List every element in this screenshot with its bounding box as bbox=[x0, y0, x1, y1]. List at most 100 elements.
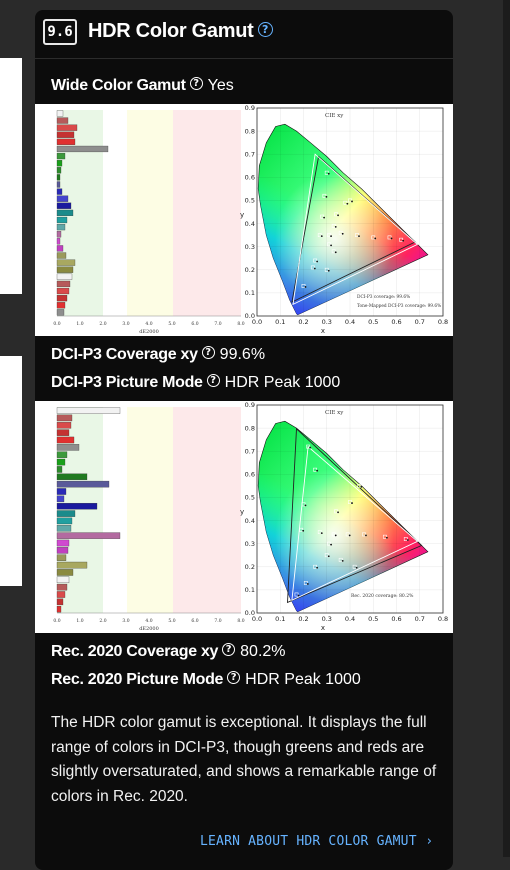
cie-x-tick: 0.3 bbox=[322, 318, 332, 326]
wide-color-gamut-row: Wide Color Gamut? Yes bbox=[51, 77, 234, 95]
rec-2020-picture-mode-value: HDR Peak 1000 bbox=[245, 671, 361, 688]
section-title: HDR Color Gamut? bbox=[88, 20, 273, 43]
background-panel-left bbox=[0, 356, 22, 586]
dci-p3-picture-mode-row: DCI-P3 Picture Mode? HDR Peak 1000 bbox=[51, 374, 340, 392]
dci-p3-picture-mode-value: HDR Peak 1000 bbox=[224, 374, 341, 391]
delta-e-tick: 5.0 bbox=[168, 321, 175, 327]
cie-y-tick: 0.5 bbox=[245, 494, 255, 502]
delta-e-tick: 0.0 bbox=[53, 618, 60, 624]
delta-e-tick: 2.0 bbox=[99, 618, 106, 624]
delta-e-bar-chart: 0.0 1.0 2.0 3.0 4.0 5.0 6.0 7.0 8.0 dE2000 bbox=[53, 110, 245, 335]
dci-p3-coverage-label: DCI-P3 Coverage xy bbox=[51, 346, 198, 363]
cie-x-label: x bbox=[321, 327, 325, 335]
rec-2020-gamut-chart[interactable]: 0.0 1.0 2.0 3.0 4.0 5.0 6.0 7.0 8.0 dE2000 0.0 0.… bbox=[35, 401, 453, 633]
cie-y-tick: 0.9 bbox=[245, 401, 255, 409]
legend-line-2: Tone-Mapped DCI-P3 coverage: 99.6% bbox=[357, 304, 441, 309]
cie-x-tick: 0.7 bbox=[415, 318, 425, 326]
cie-x-tick: 0.4 bbox=[345, 318, 355, 326]
section-title-text: HDR Color Gamut bbox=[88, 20, 254, 42]
help-circle-icon[interactable]: ? bbox=[206, 374, 220, 388]
delta-e-tick: 3.0 bbox=[122, 321, 129, 327]
cie-y-tick: 0.7 bbox=[245, 447, 255, 455]
dci-p3-coverage-value: 99.6% bbox=[219, 346, 266, 363]
delta-e-tick: 2.0 bbox=[99, 321, 106, 327]
cie-y-tick: 0.4 bbox=[245, 517, 255, 525]
delta-e-tick: 4.0 bbox=[145, 321, 152, 327]
cie-y-tick: 0.7 bbox=[245, 150, 255, 158]
hdr-color-gamut-card: 9.6 HDR Color Gamut? Wide Color Gamut? Ye… bbox=[35, 10, 453, 870]
help-circle-icon[interactable]: ? bbox=[201, 346, 215, 360]
dci-p3-picture-mode-label: DCI-P3 Picture Mode bbox=[51, 374, 203, 391]
delta-e-tick: 1.0 bbox=[76, 618, 83, 624]
cie-x-tick: 0.0 bbox=[252, 615, 262, 623]
cie-x-tick: 0.2 bbox=[298, 615, 308, 623]
cie-y-label: y bbox=[240, 211, 244, 219]
rec-2020-coverage-row: Rec. 2020 Coverage xy? 80.2% bbox=[51, 643, 286, 661]
cie-x-tick: 0.5 bbox=[368, 615, 378, 623]
delta-e-tick: 4.0 bbox=[145, 618, 152, 624]
delta-e-axis-label: dE2000 bbox=[139, 329, 159, 335]
help-circle-icon[interactable]: ? bbox=[222, 643, 236, 657]
cie-y-tick: 0.1 bbox=[245, 289, 255, 297]
cie-y-tick: 0.0 bbox=[245, 609, 255, 617]
wide-color-gamut-value: Yes bbox=[207, 77, 234, 94]
delta-e-tick: 8.0 bbox=[237, 618, 244, 624]
learn-link-label: LEARN ABOUT HDR COLOR GAMUT bbox=[200, 834, 417, 849]
delta-e-tick: 7.0 bbox=[214, 321, 221, 327]
delta-e-tick: 5.0 bbox=[168, 618, 175, 624]
cie-y-tick: 0.3 bbox=[245, 540, 255, 548]
cie-x-tick: 0.6 bbox=[391, 318, 401, 326]
rec-2020-coverage-label: Rec. 2020 Coverage xy bbox=[51, 643, 219, 660]
learn-about-hdr-color-gamut-link[interactable]: LEARN ABOUT HDR COLOR GAMUT › bbox=[200, 834, 432, 849]
section-number-badge: 9.6 bbox=[43, 19, 77, 45]
cie-x-tick: 0.1 bbox=[275, 615, 285, 623]
cie-title: CIE xy bbox=[325, 410, 344, 416]
help-circle-icon[interactable]: ? bbox=[227, 671, 241, 685]
delta-e-tick: 3.0 bbox=[122, 618, 129, 624]
cie-y-tick: 0.5 bbox=[245, 197, 255, 205]
legend-line-1: Rec. 2020 coverage: 80.2% bbox=[351, 593, 414, 599]
rec-2020-picture-mode-row: Rec. 2020 Picture Mode? HDR Peak 1000 bbox=[51, 671, 361, 689]
cie-y-tick: 0.2 bbox=[245, 563, 255, 571]
cie-y-label: y bbox=[240, 508, 244, 516]
section-header: 9.6 HDR Color Gamut? bbox=[35, 10, 453, 59]
cie-y-tick: 0.4 bbox=[245, 220, 255, 228]
cie-x-tick: 0.0 bbox=[252, 318, 262, 326]
wide-color-gamut-label: Wide Color Gamut bbox=[51, 77, 186, 94]
cie-x-label: x bbox=[321, 624, 325, 632]
cie-title: CIE xy bbox=[325, 113, 344, 119]
help-circle-icon[interactable]: ? bbox=[257, 22, 273, 38]
help-circle-icon[interactable]: ? bbox=[189, 77, 203, 91]
legend-line-1: DCI-P3 coverage: 99.6% bbox=[357, 295, 410, 300]
cie-x-tick: 0.4 bbox=[345, 615, 355, 623]
cie-y-tick: 0.9 bbox=[245, 104, 255, 112]
cie-xy-diagram: 0.0 0.1 0.2 0.3 0.4 0.5 0.6 0.7 0.8 0.0 0.1 0.2 0.3 0… bbox=[240, 401, 448, 632]
dci-p3-coverage-row: DCI-P3 Coverage xy? 99.6% bbox=[51, 346, 265, 364]
delta-e-tick: 1.0 bbox=[76, 321, 83, 327]
rec-2020-picture-mode-label: Rec. 2020 Picture Mode bbox=[51, 671, 224, 688]
cie-y-tick: 0.3 bbox=[245, 243, 255, 251]
cie-x-tick: 0.6 bbox=[391, 615, 401, 623]
dci-p3-gamut-chart[interactable]: 0.0 1.0 2.0 3.0 4.0 5.0 6.0 7.0 8.0 dE2000 0.0 0.… bbox=[35, 104, 453, 336]
cie-x-tick: 0.5 bbox=[368, 318, 378, 326]
cie-x-tick: 0.8 bbox=[438, 615, 448, 623]
delta-e-axis-label: dE2000 bbox=[139, 626, 159, 632]
delta-e-tick: 7.0 bbox=[214, 618, 221, 624]
cie-x-tick: 0.2 bbox=[298, 318, 308, 326]
chevron-right-icon: › bbox=[426, 834, 433, 849]
cie-xy-diagram: 0.0 0.1 0.2 0.3 0.4 0.5 0.6 0.7 0.8 0.0 0.1 0.2 0.3 0… bbox=[240, 104, 448, 335]
delta-e-tick: 6.0 bbox=[191, 321, 198, 327]
cie-y-tick: 0.6 bbox=[245, 471, 255, 479]
cie-x-tick: 0.7 bbox=[415, 615, 425, 623]
delta-e-tick: 6.0 bbox=[191, 618, 198, 624]
cie-y-tick: 0.8 bbox=[245, 424, 255, 432]
page-scrollbar[interactable] bbox=[503, 0, 510, 857]
delta-e-tick: 0.0 bbox=[53, 321, 60, 327]
background-panel-left bbox=[0, 58, 22, 294]
cie-y-tick: 0.0 bbox=[245, 312, 255, 320]
cie-y-tick: 0.8 bbox=[245, 127, 255, 135]
cie-y-tick: 0.2 bbox=[245, 266, 255, 274]
rec-2020-coverage-value: 80.2% bbox=[240, 643, 286, 660]
gamut-description: The HDR color gamut is exceptional. It d… bbox=[51, 714, 437, 805]
cie-x-tick: 0.1 bbox=[275, 318, 285, 326]
